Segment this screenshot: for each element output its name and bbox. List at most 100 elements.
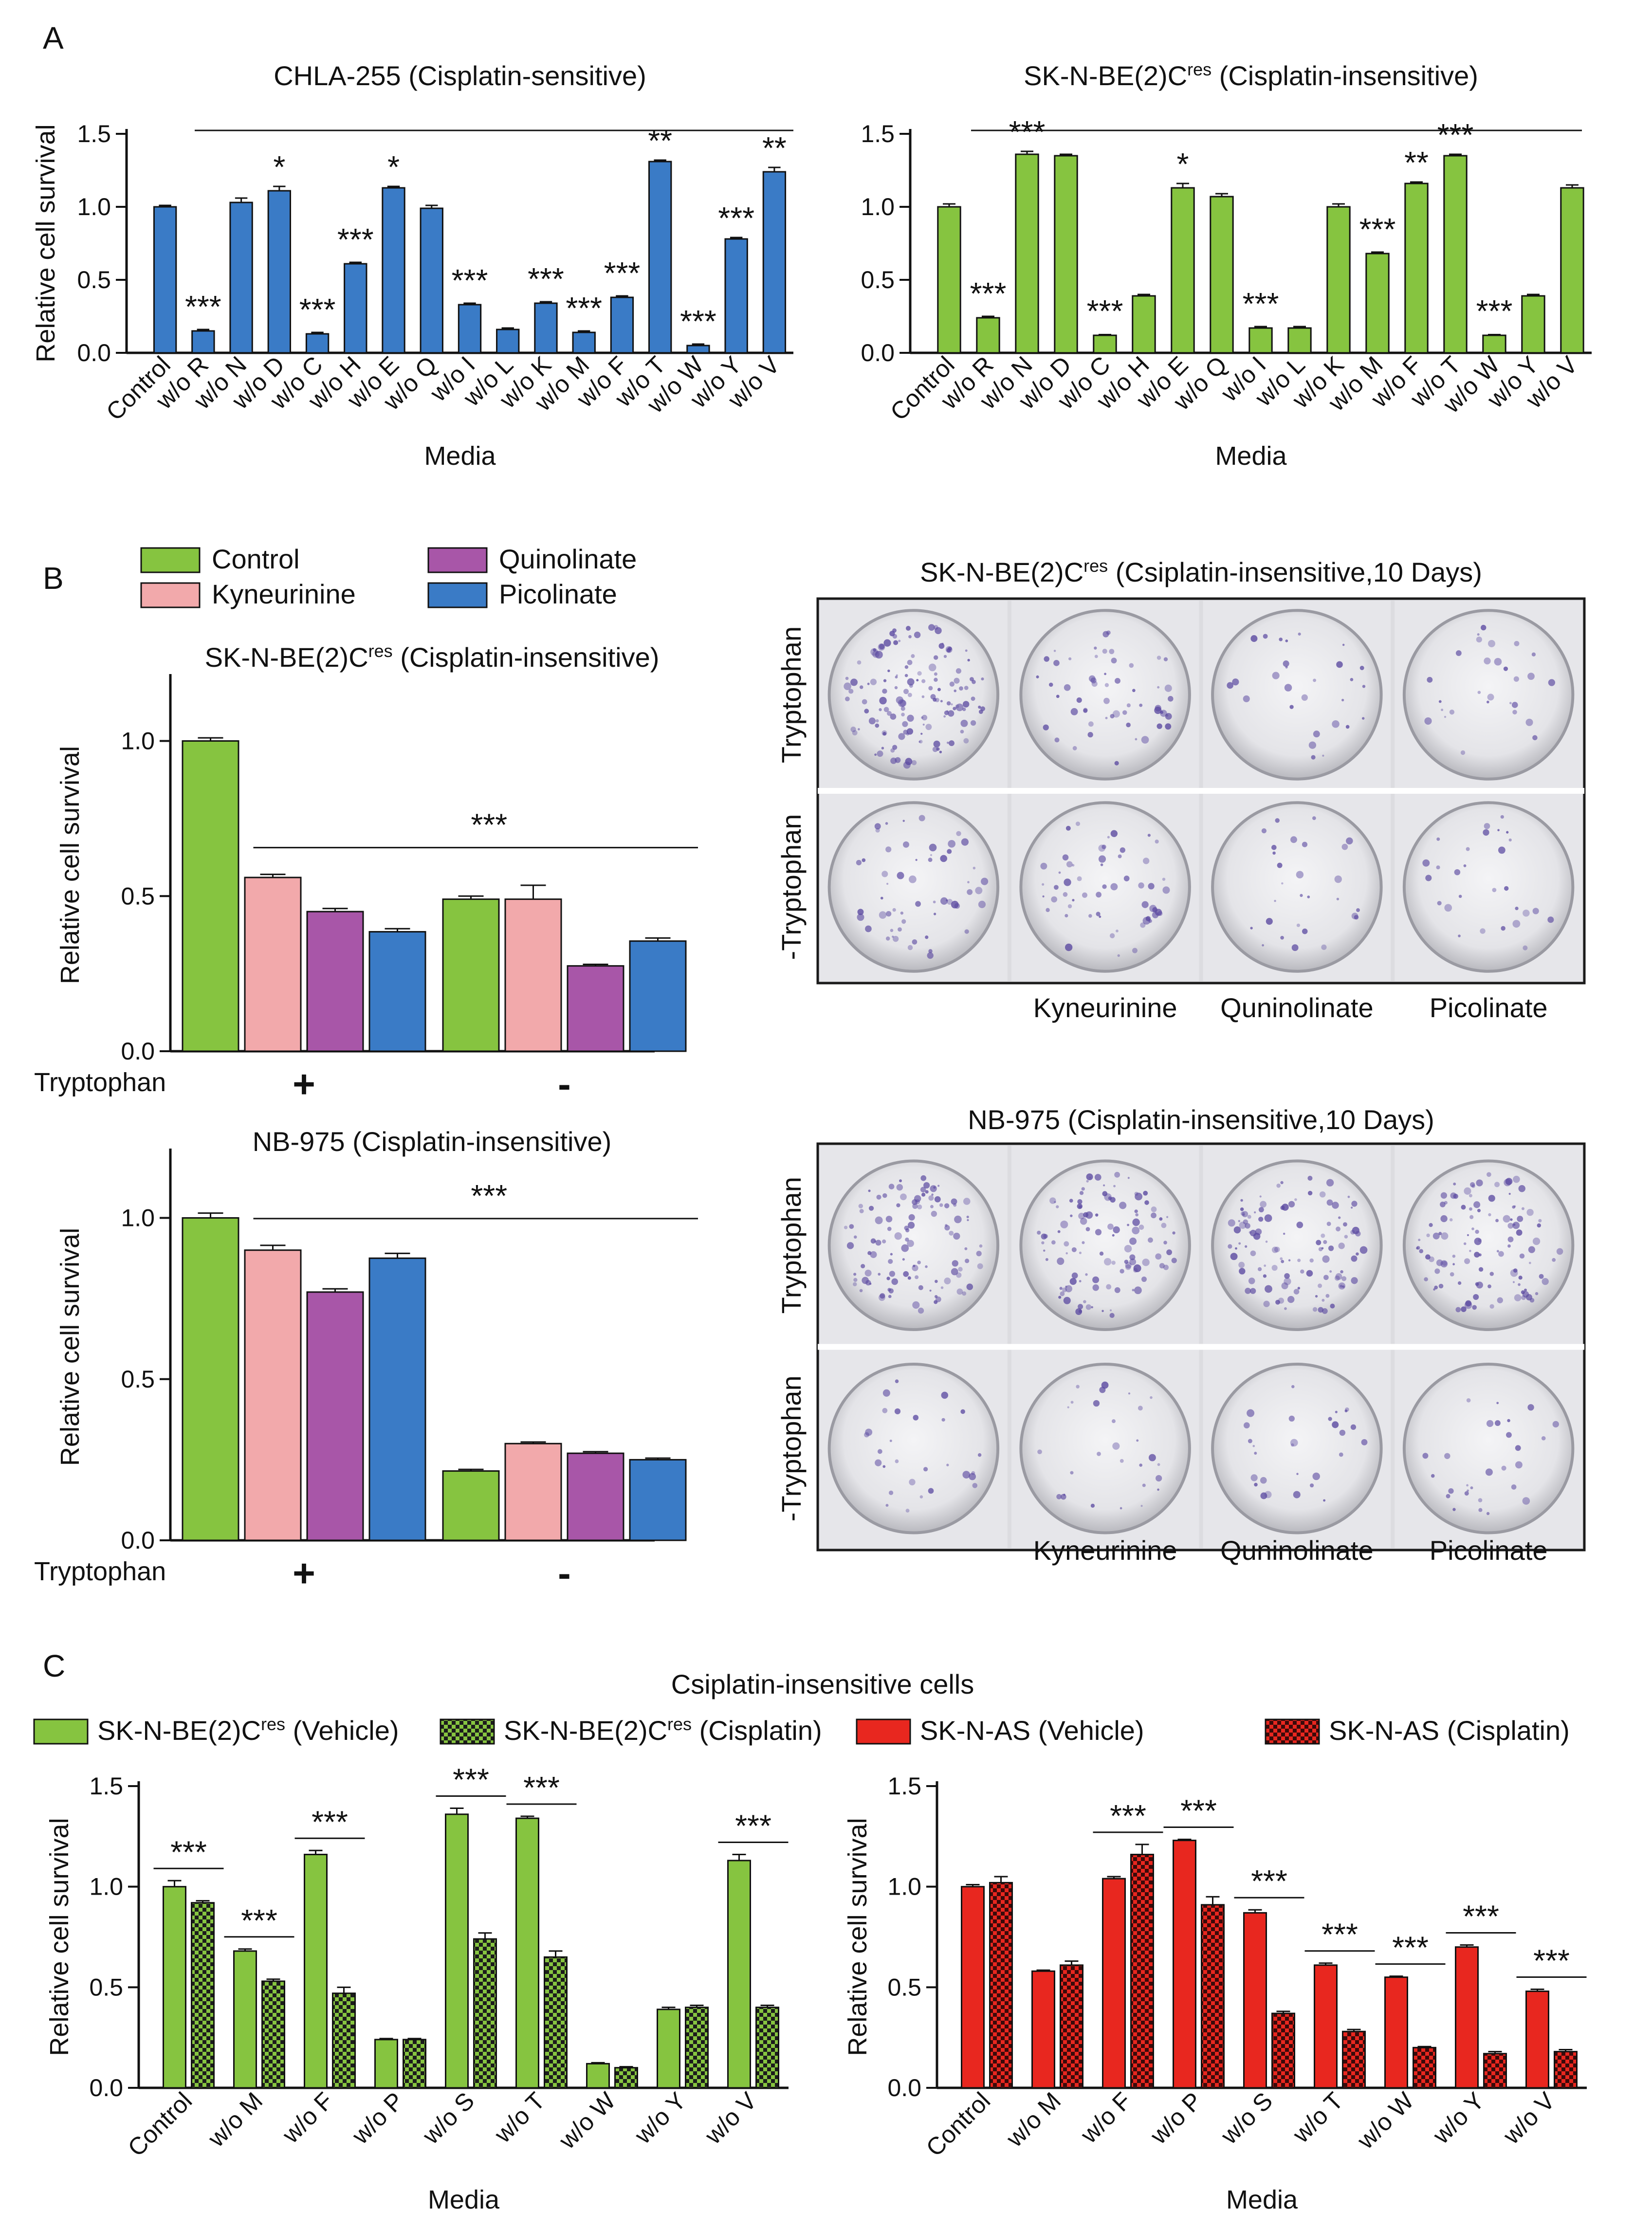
photo-0-colony-0-0-59	[940, 700, 943, 703]
photo-1-colony-0-1-35	[1107, 1224, 1114, 1230]
c1-sig-w-o-m: ***	[241, 1903, 277, 1938]
photo-1-colony-1-2-13	[1312, 1472, 1320, 1480]
c2-xtick-w-o-v: w/o V	[1498, 2087, 1560, 2150]
photo-0-colony-0-1-25	[1102, 648, 1107, 654]
photo-0-colony-0-0-108	[916, 679, 919, 682]
photo-1-colony-0-3-94	[1450, 1192, 1457, 1199]
photo-1-colony-0-1-10	[1103, 1184, 1105, 1187]
photo-0-colony-0-1-41	[1114, 761, 1119, 766]
photo-1-colony-0-0-33	[935, 1296, 941, 1302]
photo-0-colony-1-1-55	[1096, 912, 1101, 916]
photo-0-colony-0-3-2	[1548, 679, 1556, 686]
photo-1-colony-0-3-20	[1496, 1250, 1499, 1253]
photo-1-colony-1-0-24	[960, 1409, 965, 1414]
photo-1-colony-0-3-63	[1432, 1232, 1440, 1240]
photo-1-colony-0-2-40	[1312, 1307, 1318, 1312]
photo-1-colony-0-2-50	[1271, 1264, 1278, 1271]
photo-1-colony-0-3-62	[1537, 1223, 1542, 1228]
photo-0-colony-0-0-123	[848, 689, 854, 694]
photo-0-colony-1-0-18	[933, 913, 936, 915]
photo-0-colony-0-3-1	[1424, 717, 1432, 725]
photo-0-colony-0-3-15	[1509, 702, 1512, 705]
photo-1-colony-0-0-74	[915, 1275, 919, 1279]
c2-bar-w-o-t-vehicle	[1314, 1964, 1338, 2089]
photo-1-colony-0-2-111	[1334, 1275, 1340, 1281]
c1-sig-w-o-s: ***	[453, 1762, 489, 1797]
photo-1-colony-0-2-42	[1248, 1278, 1255, 1284]
photo-1-colony-0-3-61	[1512, 1205, 1516, 1209]
c1-ytick-label-3: 1.5	[89, 1772, 123, 1800]
photo-0-colony-0-3-13	[1494, 657, 1502, 666]
photo-1-colony-1-2-18	[1339, 1429, 1346, 1436]
photo-1-colony-0-0-60	[896, 1184, 903, 1191]
photo-1-colony-0-2-3	[1233, 1226, 1241, 1234]
photo-0-colony-1-0-13	[915, 901, 921, 907]
photo-0-colony-1-1-49	[1075, 822, 1081, 826]
photo-0-colony-1-0-54	[964, 929, 969, 934]
photo-1-colony-0-1-46	[1120, 1269, 1124, 1274]
photo-0-colony-0-3-11	[1532, 735, 1538, 741]
photo-1-colony-0-0-76	[870, 1238, 876, 1244]
c2-xtick-control: Control	[921, 2087, 996, 2162]
photo-0-colony-0-2-26	[1313, 678, 1317, 682]
photo-0-colony-0-0-10	[875, 723, 880, 728]
photo-1-colony-0-0-109	[907, 1240, 914, 1247]
photo-1-colony-1-2-9	[1335, 1410, 1338, 1413]
photo-0-colony-1-0-9	[940, 897, 948, 905]
c2-bar-control-cisplatin	[989, 1881, 1013, 2089]
a1-bar-control	[153, 206, 177, 354]
photo-1-colony-0-3-26	[1487, 1172, 1491, 1177]
a2-ytick-label-1: 0.5	[861, 266, 895, 293]
photo-0-colony-0-0-60	[845, 676, 849, 680]
photo-0-colony-1-1-44	[1100, 863, 1103, 866]
photo-0-colony-1-0-3	[902, 841, 909, 848]
legend-b-label-quinolinate: Quinolinate	[499, 544, 637, 574]
a2-sig-w-o-r: ***	[970, 276, 1007, 311]
photo-0-colony-1-3-6	[1422, 859, 1430, 867]
photo-0-colony-1-1-3	[1098, 855, 1106, 863]
photo-1-colony-0-1-99	[1091, 1306, 1094, 1309]
a2-sig-w-o-w: ***	[1476, 293, 1513, 329]
photo-0-colony-0-1-52	[1090, 677, 1097, 684]
photo-0-colony-0-0-102	[881, 747, 884, 749]
photo-0-colony-0-1-49	[1076, 697, 1082, 703]
photo-1-colony-0-3-55	[1475, 1229, 1479, 1234]
photo-1-colony-0-3-95	[1498, 1251, 1504, 1257]
a2-bar-w-o-f	[1404, 183, 1429, 354]
photo-1-colony-0-1-93	[1043, 1249, 1046, 1252]
photo-1-colony-1-3-3	[1464, 1491, 1469, 1496]
photo-0-colony-1-1-15	[1077, 876, 1082, 881]
c1-bar-w-o-t-cisplatin	[544, 1956, 568, 2089]
photo-1-colony-0-0-19	[885, 1216, 893, 1223]
photo-0-colony-0-3-27	[1449, 709, 1455, 715]
c2-sig-w-o-w: ***	[1392, 1930, 1429, 1965]
photo-1-colony-0-2-108	[1265, 1241, 1268, 1243]
a1-bar-w-o-i	[458, 304, 482, 354]
photo-1-colony-1-1-15	[1067, 1406, 1069, 1408]
photo-1-colony-0-1-59	[1059, 1287, 1063, 1290]
photo-1-colony-0-2-33	[1284, 1278, 1291, 1285]
chart-c1-sknbe2c-cisplatin: 0.0 0.5 1.0 1.5 Relative cell survival *** Con…	[45, 1762, 789, 2214]
photo-1-colony-0-0-67	[875, 1216, 883, 1224]
photo-1-colony-0-0-35	[925, 1190, 929, 1194]
photo-0-colony-1-1-41	[1062, 854, 1069, 861]
photo-1-colony-0-3-32	[1419, 1249, 1424, 1254]
photo-1-colony-0-3-52	[1513, 1175, 1520, 1183]
b2-group-label-0: +	[293, 1552, 315, 1595]
photo-0-colony-0-0-62	[908, 635, 912, 639]
photo-1-colony-0-3-45	[1476, 1281, 1483, 1289]
photo-0-colony-0-0-132	[962, 701, 970, 708]
b1-bar-picolinate-minus	[629, 940, 687, 1052]
photo-1-colony-1-0-17	[882, 1389, 890, 1397]
photo-0-colony-0-0-2	[887, 669, 890, 673]
photo-0-colony-0-0-130	[896, 674, 898, 676]
photo-1-colony-0-3-3	[1441, 1232, 1449, 1240]
photo-1-colony-0-0-69	[918, 1285, 923, 1290]
photo-1-colony-1-2-22	[1250, 1474, 1258, 1481]
photo-1-colony-0-0-34	[934, 1196, 941, 1203]
photo-0-colony-1-1-37	[1096, 892, 1102, 898]
photo-0-colony-0-0-106	[883, 679, 887, 682]
photo-1-colony-0-2-60	[1258, 1217, 1264, 1222]
photo-0-colony-0-3-17	[1438, 700, 1442, 703]
b1-title: SK-N-BE(2)Cres (Cisplatin-insensitive)	[205, 641, 660, 673]
